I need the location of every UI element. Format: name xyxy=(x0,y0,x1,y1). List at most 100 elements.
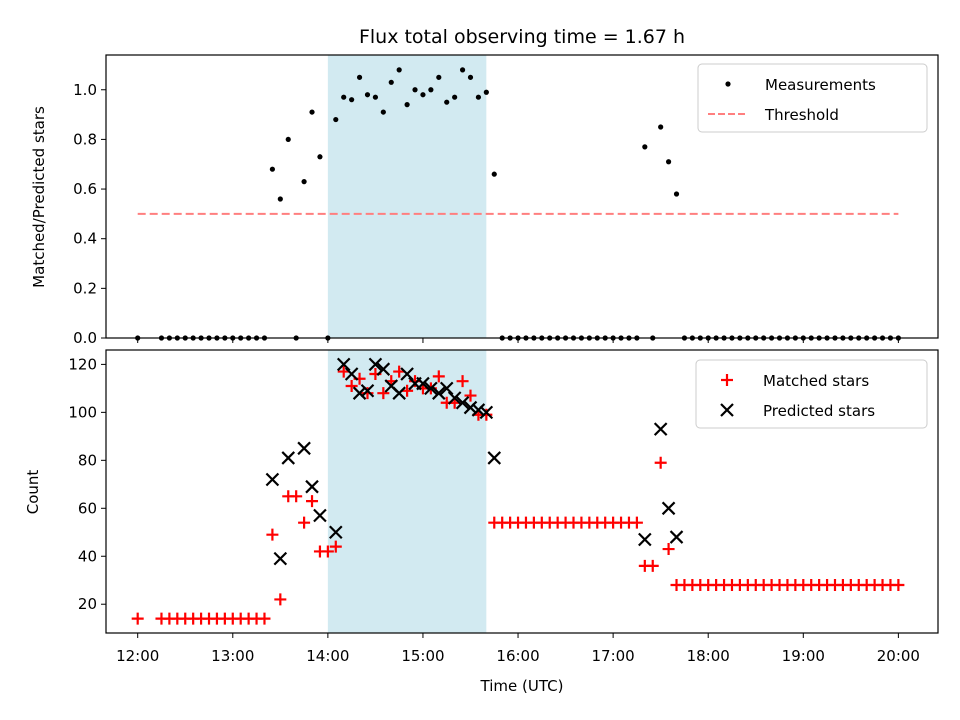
y-tick-label: 60 xyxy=(78,499,97,517)
bottom-x-axis: 12:00 13:00 14:00 15:00 16:00 17:00 18:00 19:00… xyxy=(116,633,920,665)
matched-point xyxy=(892,579,905,592)
predicted-point xyxy=(653,422,668,436)
legend-matched-label: Matched stars xyxy=(763,372,869,390)
y-tick-label: 0.0 xyxy=(73,329,97,347)
measurement-point xyxy=(444,99,450,105)
top-panel: Flux total observing time = 1.67 h 0.0 0.… xyxy=(30,26,939,347)
x-tick-label: 19:00 xyxy=(782,647,825,665)
measurement-point xyxy=(658,124,664,130)
matched-point xyxy=(377,387,390,400)
bottom-predicted-series xyxy=(265,357,684,566)
legend-measurements-label: Measurements xyxy=(765,76,876,94)
measurement-point xyxy=(420,92,426,98)
legend-measurements-marker xyxy=(725,81,731,87)
top-panel-title: Flux total observing time = 1.67 h xyxy=(359,26,685,48)
legend-matched-marker xyxy=(721,374,733,386)
y-tick-label: 0.2 xyxy=(73,279,97,297)
measurement-point xyxy=(301,179,307,185)
predicted-point xyxy=(352,386,367,400)
bottom-y-axis: 20 40 60 80 100 120 xyxy=(68,355,106,613)
predicted-point xyxy=(638,532,652,547)
measurement-point xyxy=(452,94,458,100)
predicted-point xyxy=(463,400,478,415)
predicted-point xyxy=(313,508,327,523)
predicted-point xyxy=(297,441,311,456)
measurement-point xyxy=(388,79,394,85)
predicted-point xyxy=(439,381,454,396)
predicted-point xyxy=(360,383,375,398)
measurement-point xyxy=(436,74,442,80)
measurement-point xyxy=(475,94,482,100)
bottom-legend: Matched stars Predicted stars xyxy=(695,359,928,429)
matched-point xyxy=(131,612,144,625)
top-legend: Measurements Threshold xyxy=(697,63,928,133)
top-legend-box xyxy=(697,63,928,133)
matched-point xyxy=(345,379,358,392)
matched-point xyxy=(290,490,303,503)
x-tick-label: 15:00 xyxy=(401,647,444,665)
measurement-point xyxy=(285,136,291,143)
predicted-point xyxy=(432,386,446,400)
bottom-plot-frame xyxy=(105,349,939,634)
x-tick-label: 20:00 xyxy=(877,647,920,665)
matched-point xyxy=(630,516,643,529)
predicted-point xyxy=(265,472,280,487)
predicted-point xyxy=(336,357,351,372)
x-tick-label: 13:00 xyxy=(211,647,254,665)
matched-point xyxy=(306,495,319,508)
matched-point xyxy=(432,370,445,383)
predicted-point xyxy=(273,551,288,566)
y-tick-label: 120 xyxy=(68,355,97,373)
predicted-point xyxy=(344,367,359,381)
measurement-point xyxy=(467,74,474,80)
y-tick-label: 100 xyxy=(68,403,97,421)
matched-point xyxy=(274,593,287,606)
predicted-point xyxy=(376,362,391,376)
bottom-y-axis-label: Count xyxy=(24,470,42,515)
predicted-point xyxy=(455,395,470,410)
y-tick-label: 0.6 xyxy=(73,180,97,198)
top-x-ticks xyxy=(137,338,899,343)
predicted-point xyxy=(281,451,296,465)
top-plot-frame xyxy=(105,54,939,339)
bottom-x-axis-label: Time (UTC) xyxy=(480,677,564,695)
predicted-point xyxy=(400,367,414,381)
matched-point xyxy=(298,516,311,529)
x-tick-label: 14:00 xyxy=(306,647,349,665)
measurement-point xyxy=(491,171,497,177)
matched-point xyxy=(654,456,667,469)
predicted-point xyxy=(479,405,494,420)
measurement-point xyxy=(665,159,672,165)
legend-predicted-marker xyxy=(720,403,734,417)
measurement-point xyxy=(364,92,371,98)
x-tick-label: 17:00 xyxy=(592,647,635,665)
predicted-point xyxy=(447,391,462,405)
y-tick-label: 0.4 xyxy=(73,230,97,248)
measurement-point xyxy=(380,109,386,115)
measurement-point xyxy=(372,94,379,100)
predicted-point xyxy=(661,501,676,516)
top-y-axis: 0.0 0.2 0.4 0.6 0.8 1.0 xyxy=(73,81,106,347)
y-tick-label: 80 xyxy=(78,451,97,469)
measurement-point xyxy=(277,196,283,202)
matched-point xyxy=(456,375,469,388)
matched-point xyxy=(464,389,477,402)
measurement-point xyxy=(428,87,434,93)
measurement-point xyxy=(341,94,347,100)
predicted-point xyxy=(368,357,383,372)
top-y-axis-label: Matched/Predicted stars xyxy=(30,106,48,288)
measurement-point xyxy=(459,67,466,73)
predicted-point xyxy=(329,525,343,540)
y-tick-label: 20 xyxy=(78,595,97,613)
predicted-point xyxy=(424,381,438,396)
legend-threshold-label: Threshold xyxy=(764,106,839,124)
measurement-point xyxy=(333,116,339,123)
matched-point xyxy=(266,528,279,541)
measurement-point xyxy=(404,102,410,108)
bottom-panel: 20 40 60 80 100 120 12:00 13:00 14:00 15:00 16:00… xyxy=(24,349,939,695)
y-tick-label: 0.8 xyxy=(73,130,97,148)
measurement-point xyxy=(673,191,680,197)
matched-point xyxy=(321,545,334,558)
predicted-point xyxy=(305,479,319,494)
